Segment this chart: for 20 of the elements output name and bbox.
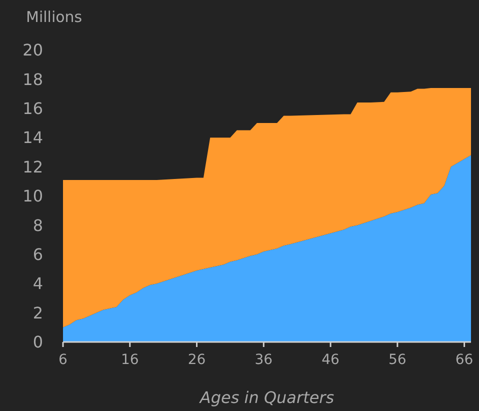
y-tick-label: 0 — [32, 332, 43, 352]
x-tick-label: 26 — [188, 352, 206, 368]
y-axis-title: Millions — [26, 8, 82, 26]
y-tick-label: 6 — [32, 245, 43, 264]
x-axis-title: Ages in Quarters — [198, 388, 334, 407]
y-tick-label: 16 — [22, 99, 43, 118]
x-tick-label: 36 — [254, 352, 273, 368]
y-tick-label: 12 — [22, 157, 43, 176]
y-tick-label: 2 — [32, 303, 43, 322]
y-tick-label: 20 — [22, 40, 43, 60]
x-tick-label: 16 — [120, 352, 139, 368]
x-tick-label: 6 — [58, 352, 68, 368]
y-tick-label: 10 — [22, 186, 43, 206]
x-tick-label: 46 — [322, 352, 340, 368]
y-tick-label: 18 — [22, 70, 43, 89]
x-tick-label: 56 — [388, 352, 406, 368]
x-tick-label: 66 — [455, 352, 474, 368]
y-tick-label: 14 — [22, 128, 43, 148]
y-tick-label: 4 — [32, 274, 43, 294]
y-tick-label: 8 — [32, 216, 43, 235]
